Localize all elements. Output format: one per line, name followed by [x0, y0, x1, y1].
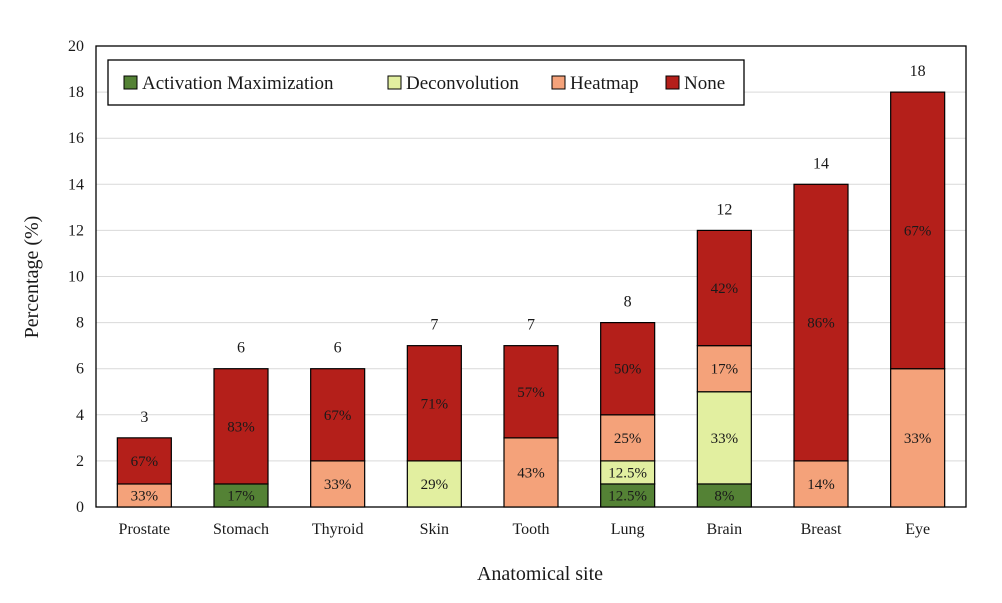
- bar-total-label: 18: [910, 63, 926, 80]
- y-tick-label: 14: [68, 176, 84, 193]
- bar-segment-heatmap: [890, 368, 946, 508]
- bar-segment-none: [793, 183, 849, 462]
- segment-label: 67%: [131, 454, 159, 470]
- y-tick-label: 12: [68, 222, 84, 239]
- segment-label: 12.5%: [608, 488, 647, 504]
- y-axis-title: Percentage (%): [21, 216, 43, 339]
- y-tick-label: 20: [68, 38, 84, 55]
- y-tick-label: 18: [68, 84, 84, 101]
- legend-swatch: [551, 75, 566, 90]
- segment-label: 17%: [227, 488, 255, 504]
- segment-label: 83%: [227, 419, 255, 435]
- y-tick-label: 8: [76, 315, 84, 332]
- y-tick-label: 10: [68, 269, 84, 286]
- legend-swatch: [123, 75, 138, 90]
- bar-segment-none: [406, 345, 462, 462]
- segment-label: 14%: [807, 477, 835, 493]
- x-tick-label: Eye: [905, 521, 930, 538]
- segment-label: 86%: [807, 316, 835, 332]
- x-tick-label: Stomach: [213, 521, 269, 538]
- bar-segment-heatmap: [600, 414, 656, 462]
- legend-swatch: [665, 75, 680, 90]
- bar-segment-none: [696, 229, 752, 347]
- segment-label: 12.5%: [608, 465, 647, 481]
- bar-segment-none: [116, 437, 172, 485]
- segment-label: 17%: [711, 362, 739, 378]
- bar-total-label: 3: [140, 409, 148, 426]
- segment-label: 71%: [421, 396, 449, 412]
- bar-total-label: 7: [527, 317, 535, 334]
- bar-total-label: 12: [716, 201, 732, 218]
- bar-total-label: 14: [813, 155, 829, 172]
- x-tick-label: Skin: [420, 521, 449, 538]
- segment-label: 33%: [131, 488, 159, 504]
- x-axis-title: Anatomical site: [477, 563, 603, 585]
- bar-total-label: 8: [624, 294, 632, 311]
- segment-label: 33%: [324, 477, 352, 493]
- bar-total-label: 6: [237, 340, 245, 357]
- bar-total-label: 7: [430, 317, 438, 334]
- x-tick-label: Lung: [611, 521, 645, 538]
- bar-segment-none: [310, 368, 366, 462]
- segment-label: 67%: [324, 408, 352, 424]
- x-tick-label: Prostate: [119, 521, 171, 538]
- legend-label: Activation Maximization: [142, 73, 334, 94]
- segment-label: 42%: [711, 281, 739, 297]
- bar-segment-heatmap: [503, 437, 559, 508]
- segment-label: 29%: [421, 477, 449, 493]
- segment-label: 43%: [517, 465, 545, 481]
- x-tick-label: Tooth: [512, 521, 549, 538]
- bar-segment-heatmap: [793, 460, 849, 508]
- segment-label: 33%: [904, 431, 932, 447]
- legend-label: None: [684, 73, 725, 94]
- bar-segment-deconvolution: [406, 460, 462, 508]
- y-tick-label: 0: [76, 499, 84, 516]
- x-tick-label: Breast: [801, 521, 842, 538]
- x-tick-label: Brain: [707, 521, 743, 538]
- segment-label: 33%: [711, 431, 739, 447]
- y-tick-label: 16: [68, 130, 84, 147]
- legend-box: [107, 59, 745, 106]
- legend: Activation Maximization Deconvolution Heat…: [107, 59, 745, 106]
- y-tick-label: 4: [76, 407, 84, 424]
- segment-label: 25%: [614, 431, 642, 447]
- legend-label: Deconvolution: [406, 73, 519, 94]
- x-tick-label: Thyroid: [312, 521, 364, 538]
- segment-label: 8%: [714, 488, 734, 504]
- legend-label: Heatmap: [570, 73, 639, 94]
- bar-segment-none: [503, 345, 559, 439]
- bar-segment-none: [890, 91, 946, 370]
- segment-label: 57%: [517, 385, 545, 401]
- legend-swatch: [387, 75, 402, 90]
- bar-total-label: 6: [334, 340, 342, 357]
- segment-label: 50%: [614, 362, 642, 378]
- bar-segment-none: [600, 322, 656, 416]
- y-tick-label: 6: [76, 361, 84, 378]
- y-tick-label: 2: [76, 453, 84, 470]
- segment-label: 67%: [904, 223, 932, 239]
- bar-segment-none: [213, 368, 269, 485]
